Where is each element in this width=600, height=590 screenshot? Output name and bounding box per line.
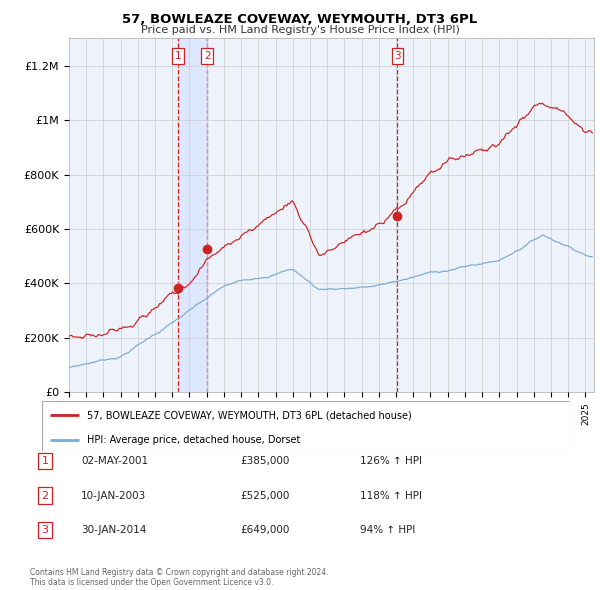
Text: £525,000: £525,000 (240, 491, 289, 500)
Text: 118% ↑ HPI: 118% ↑ HPI (360, 491, 422, 500)
Text: 02-MAY-2001: 02-MAY-2001 (81, 457, 148, 466)
Text: 57, BOWLEAZE COVEWAY, WEYMOUTH, DT3 6PL (detached house): 57, BOWLEAZE COVEWAY, WEYMOUTH, DT3 6PL … (87, 410, 412, 420)
Text: 126% ↑ HPI: 126% ↑ HPI (360, 457, 422, 466)
Text: 2: 2 (204, 51, 211, 61)
Text: 57, BOWLEAZE COVEWAY, WEYMOUTH, DT3 6PL: 57, BOWLEAZE COVEWAY, WEYMOUTH, DT3 6PL (122, 13, 478, 26)
Text: Price paid vs. HM Land Registry's House Price Index (HPI): Price paid vs. HM Land Registry's House … (140, 25, 460, 35)
Text: 3: 3 (394, 51, 401, 61)
Bar (178, 38, 207, 392)
Text: 1: 1 (175, 51, 181, 61)
Text: 3: 3 (41, 525, 49, 535)
Text: £649,000: £649,000 (240, 525, 289, 535)
Text: 94% ↑ HPI: 94% ↑ HPI (360, 525, 415, 535)
Text: £385,000: £385,000 (240, 457, 289, 466)
Text: 1: 1 (41, 457, 49, 466)
Text: HPI: Average price, detached house, Dorset: HPI: Average price, detached house, Dors… (87, 435, 300, 445)
Text: 30-JAN-2014: 30-JAN-2014 (81, 525, 146, 535)
Text: 2: 2 (41, 491, 49, 500)
Text: Contains HM Land Registry data © Crown copyright and database right 2024.
This d: Contains HM Land Registry data © Crown c… (30, 568, 329, 587)
Text: 10-JAN-2003: 10-JAN-2003 (81, 491, 146, 500)
